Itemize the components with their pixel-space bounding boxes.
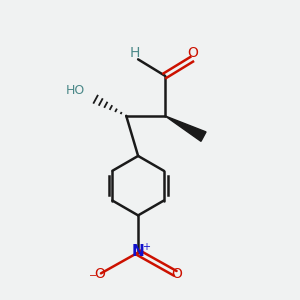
Polygon shape	[165, 116, 206, 141]
Text: H: H	[130, 46, 140, 60]
Text: O: O	[171, 267, 182, 281]
Text: N: N	[132, 244, 145, 259]
Text: +: +	[142, 242, 150, 252]
Text: HO: HO	[65, 84, 85, 97]
Text: O: O	[188, 46, 199, 60]
Text: O: O	[94, 267, 105, 281]
Text: −: −	[88, 271, 97, 281]
